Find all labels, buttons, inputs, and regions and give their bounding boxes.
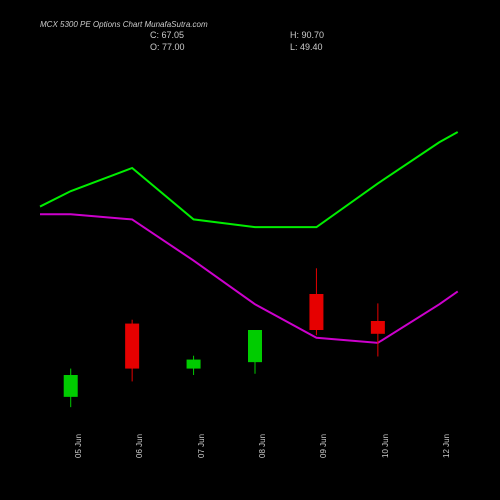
candle-body xyxy=(248,330,262,362)
candle-body xyxy=(309,294,323,330)
ohlc-panel: C: 67.05 H: 90.70 O: 77.00 L: 49.40 xyxy=(150,30,400,52)
x-axis-labels: 05 Jun 06 Jun 07 Jun 08 Jun 09 Jun 10 Jun 12 J… xyxy=(40,430,470,490)
options-chart: MCX 5300 PE Options Chart MunafaSutra.co… xyxy=(0,0,500,500)
plot-area xyxy=(40,60,470,420)
x-tick-label: 10 Jun xyxy=(381,434,390,458)
candle-body xyxy=(187,360,201,369)
x-tick-label: 05 Jun xyxy=(74,434,83,458)
candle-body xyxy=(64,375,78,397)
candle-body xyxy=(371,321,385,334)
candle-body xyxy=(125,324,139,369)
x-tick-label: 06 Jun xyxy=(135,434,144,458)
plot-svg xyxy=(40,60,470,420)
open-value: O: 77.00 xyxy=(150,42,260,52)
x-tick-label: 09 Jun xyxy=(319,434,328,458)
x-tick-label: 12 Jun xyxy=(442,434,451,458)
x-tick-label: 07 Jun xyxy=(197,434,206,458)
low-value: L: 49.40 xyxy=(290,42,400,52)
x-tick-label: 08 Jun xyxy=(258,434,267,458)
chart-title: MCX 5300 PE Options Chart MunafaSutra.co… xyxy=(40,20,208,29)
lower-band-line xyxy=(40,214,458,343)
high-value: H: 90.70 xyxy=(290,30,400,40)
close-value: C: 67.05 xyxy=(150,30,260,40)
upper-band-line xyxy=(40,132,458,227)
